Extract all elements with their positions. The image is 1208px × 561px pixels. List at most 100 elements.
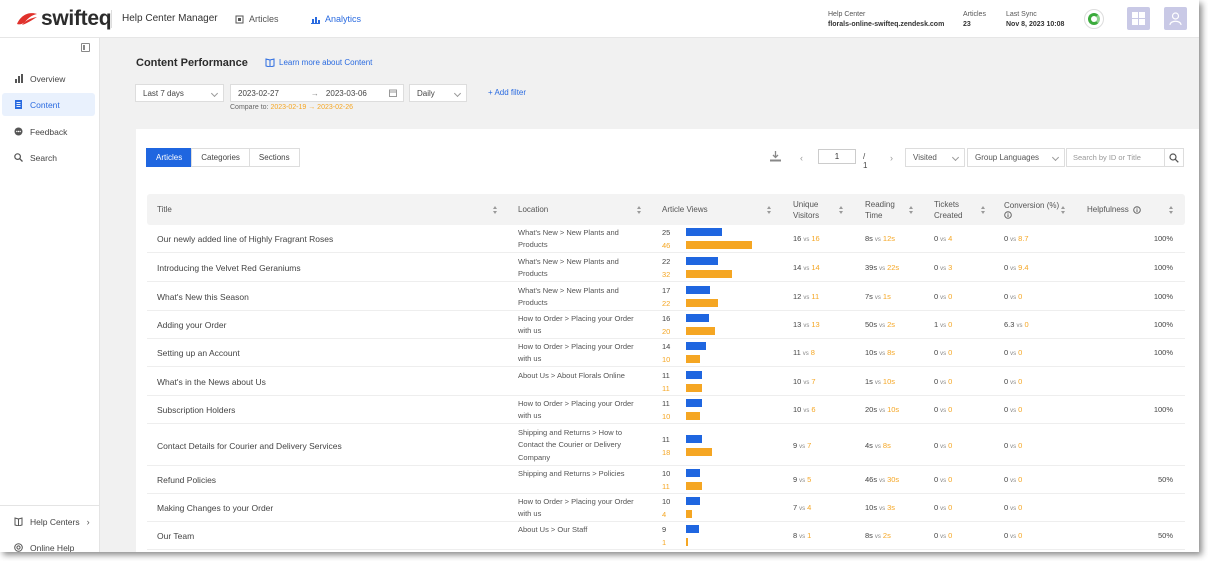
- unique-visitors-current: 13: [793, 320, 802, 329]
- prev-page-icon[interactable]: ‹: [800, 153, 803, 163]
- column-helpfulness[interactable]: Helpfulness: [1087, 194, 1141, 225]
- article-title-link[interactable]: Contact Details for Courier and Delivery…: [157, 440, 342, 451]
- granularity-select[interactable]: Daily: [409, 84, 467, 102]
- article-title-link[interactable]: Subscription Holders: [157, 405, 236, 415]
- sidebar-item-content[interactable]: Content: [2, 93, 95, 116]
- table-row[interactable]: Our Team About Us > Our Staff 9 1 8 vs 1 8s vs 2s…: [147, 522, 1185, 550]
- table-row[interactable]: Contact Details for Courier and Delivery…: [147, 425, 1185, 466]
- user-avatar-button[interactable]: [1164, 7, 1187, 30]
- table-row[interactable]: Subscription Holders How to Order > Placi…: [147, 396, 1185, 424]
- conversion-cell: 0 vs 0: [1004, 475, 1022, 484]
- info-icon[interactable]: [1133, 205, 1141, 214]
- sidebar-item-search[interactable]: Search: [2, 146, 95, 169]
- tab-categories[interactable]: Categories: [191, 148, 250, 167]
- unique-visitors-previous: 14: [811, 263, 820, 272]
- column-tickets-created[interactable]: Tickets Created: [934, 199, 963, 220]
- column-article-views[interactable]: Article Views: [662, 205, 708, 214]
- views-bar-current: [686, 525, 699, 533]
- sidebar-item-feedback[interactable]: Feedback: [2, 120, 95, 143]
- content-card: Articles Categories Sections ‹ 1 / 1 › V…: [136, 129, 1199, 552]
- date-range-picker[interactable]: 2023-02-27 → 2023-03-06: [230, 84, 404, 102]
- sidebar-item-help-centers[interactable]: Help Centers ›: [2, 510, 95, 533]
- article-title-link[interactable]: What's in the News about Us: [157, 377, 266, 387]
- helpfulness-value: 100%: [1153, 348, 1173, 357]
- conversion-current: 0: [1004, 377, 1009, 386]
- document-icon: [15, 100, 22, 109]
- sort-icon[interactable]: [1169, 206, 1174, 215]
- search-button[interactable]: [1164, 148, 1184, 167]
- vs-label: vs: [879, 478, 886, 484]
- group-languages-select[interactable]: Group Languages: [967, 148, 1065, 167]
- table-row[interactable]: What's New this Season What's New > New P…: [147, 283, 1185, 311]
- helpfulness-value: 50%: [1157, 475, 1173, 484]
- article-title-link[interactable]: Adding your Order: [157, 320, 227, 330]
- sort-icon[interactable]: [767, 206, 772, 215]
- article-title-link[interactable]: What's New this Season: [157, 292, 249, 302]
- compare-range[interactable]: 2023-02-19 → 2023-02-26: [270, 104, 353, 111]
- table-row[interactable]: Setting up an Account How to Order > Plac…: [147, 339, 1185, 367]
- unique-visitors-cell: 11 vs 8: [793, 348, 815, 357]
- add-filter-button[interactable]: + Add filter: [488, 88, 527, 97]
- conversion-cell: 0 vs 0: [1004, 405, 1022, 414]
- tab-articles[interactable]: Articles: [146, 148, 193, 167]
- article-title-link[interactable]: Our newly added line of Highly Fragrant …: [157, 234, 334, 244]
- views-bar-current: [686, 314, 710, 322]
- views-current: 11: [662, 399, 670, 408]
- sort-icon[interactable]: [839, 206, 844, 215]
- tickets-created-cell: 0 vs 0: [934, 531, 952, 540]
- nav-articles[interactable]: Articles: [235, 14, 279, 24]
- article-title-link[interactable]: Making Changes to your Order: [157, 503, 274, 513]
- tab-sections[interactable]: Sections: [248, 148, 300, 167]
- date-to[interactable]: 2023-03-06: [325, 88, 367, 98]
- download-icon[interactable]: [770, 151, 781, 162]
- vs-label: vs: [940, 237, 947, 243]
- unique-visitors-previous: 4: [807, 503, 812, 512]
- sort-select[interactable]: Visited: [905, 148, 965, 167]
- period-select[interactable]: Last 7 days: [135, 84, 224, 102]
- column-title[interactable]: Title: [157, 205, 172, 214]
- sort-icon[interactable]: [637, 206, 642, 215]
- nav-analytics[interactable]: Analytics: [311, 14, 361, 24]
- collapse-sidebar-icon[interactable]: [81, 43, 90, 52]
- conversion-cell: 6.3 vs 0: [1004, 320, 1029, 329]
- article-title-link[interactable]: Our Team: [157, 531, 195, 541]
- chevron-down-icon: [210, 89, 219, 98]
- apps-button[interactable]: [1127, 7, 1150, 30]
- page-input[interactable]: 1: [818, 149, 856, 164]
- articles-count-info: Articles 23: [963, 10, 986, 30]
- column-location[interactable]: Location: [518, 205, 549, 214]
- tickets-created-cell: 0 vs 0: [934, 377, 952, 386]
- article-title-link[interactable]: Setting up an Account: [157, 348, 240, 358]
- unique-visitors-previous: 7: [807, 440, 812, 450]
- vs-label: vs: [799, 478, 806, 484]
- table-row[interactable]: Refund Policies Shipping and Returns > Po…: [147, 466, 1185, 494]
- search-input[interactable]: Search by ID or Title: [1066, 148, 1165, 167]
- article-title-link[interactable]: Introducing the Velvet Red Geraniums: [157, 263, 301, 273]
- conversion-current: 0: [1004, 292, 1009, 301]
- chevron-down-icon: [453, 89, 462, 98]
- views-bar-current: [686, 469, 701, 477]
- sync-button[interactable]: [1084, 9, 1104, 29]
- article-title-link[interactable]: Refund Policies: [157, 475, 217, 485]
- table-row[interactable]: Adding your Order How to Order > Placing …: [147, 311, 1185, 339]
- table-row[interactable]: Our newly added line of Highly Fragrant …: [147, 225, 1185, 253]
- sort-icon[interactable]: [493, 206, 498, 215]
- swifteq-logo[interactable]: swifteq: [16, 8, 112, 30]
- reading-time-cell: 7s vs 1s: [865, 292, 891, 301]
- learn-more-link[interactable]: Learn more about Content: [265, 58, 372, 67]
- column-reading-time[interactable]: Reading Time: [865, 199, 895, 220]
- sidebar-item-overview[interactable]: Overview: [2, 67, 95, 90]
- table-row[interactable]: What's in the News about Us About Us > Ab…: [147, 368, 1185, 396]
- sort-icon[interactable]: [909, 206, 914, 215]
- helpfulness-value: 100%: [1153, 292, 1173, 301]
- sidebar-item-online-help[interactable]: Online Help: [2, 536, 95, 552]
- sort-icon[interactable]: [981, 206, 986, 215]
- column-conversion[interactable]: Conversion (%): [1004, 194, 1059, 225]
- info-icon[interactable]: [1004, 211, 1012, 219]
- table-row[interactable]: Introducing the Velvet Red Geraniums What…: [147, 254, 1185, 282]
- table-row[interactable]: Making Changes to your Order How to Order…: [147, 494, 1185, 522]
- sort-icon[interactable]: [1061, 206, 1066, 215]
- date-from[interactable]: 2023-02-27: [238, 88, 279, 98]
- next-page-icon[interactable]: ›: [890, 153, 893, 163]
- column-unique-visitors[interactable]: Unique Visitors: [793, 199, 820, 220]
